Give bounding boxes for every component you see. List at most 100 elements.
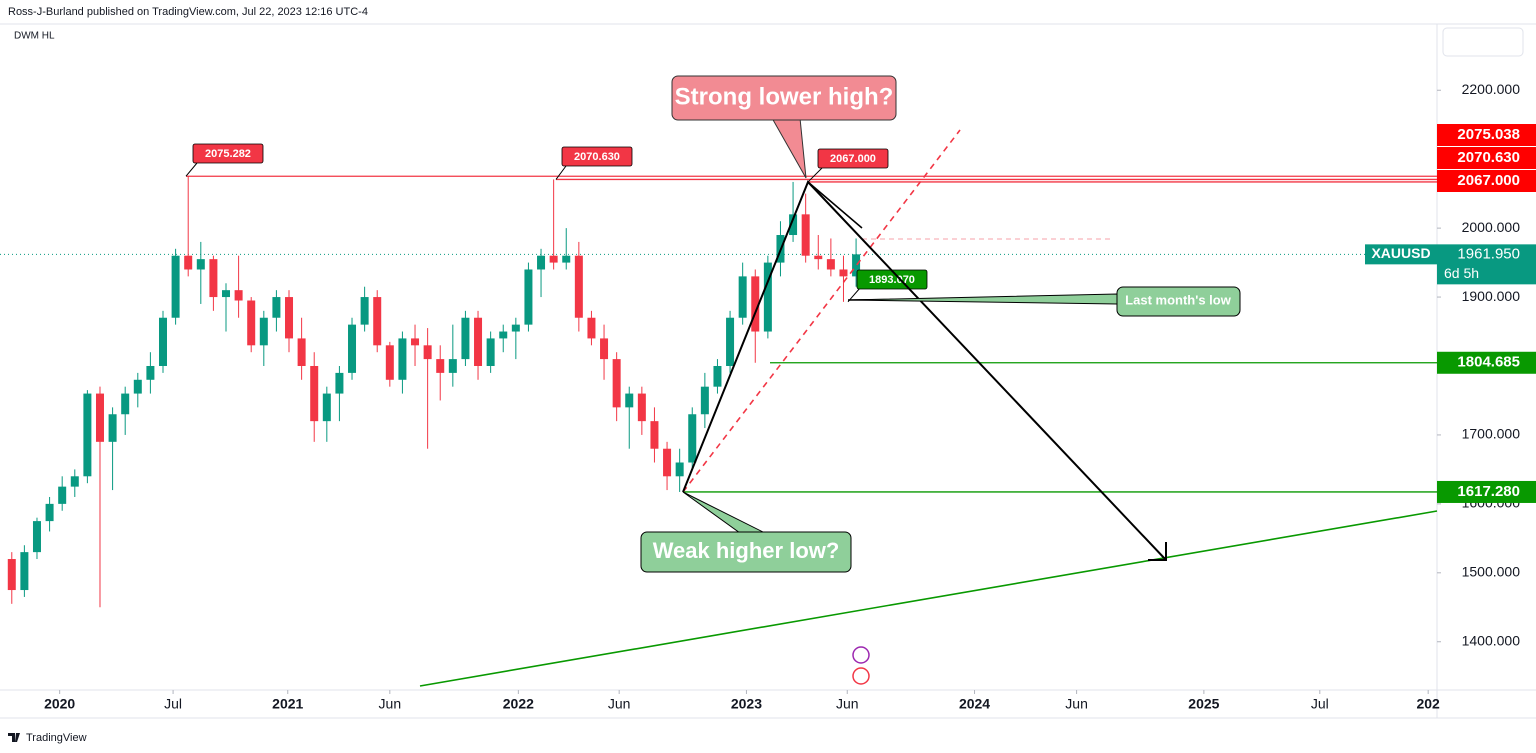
- price-flag: [192, 143, 264, 164]
- candle-body: [700, 386, 709, 415]
- last-price-label: 1961.950: [1457, 245, 1520, 262]
- candle-body: [826, 259, 835, 270]
- candle-body: [688, 414, 697, 463]
- price-flag: [817, 148, 889, 169]
- y-tick-label: 1400.000: [1462, 632, 1521, 648]
- axis-tag: [1437, 351, 1536, 374]
- callout-box: [671, 75, 897, 121]
- axis-tag-label: 2067.000: [1457, 172, 1520, 189]
- axis-tag: [1437, 480, 1536, 503]
- candle-body: [411, 338, 420, 346]
- candle-body: [713, 365, 722, 387]
- candle-body: [751, 276, 760, 332]
- candle-body: [360, 297, 369, 325]
- x-tick-label: 2024: [959, 696, 990, 712]
- candle-body: [272, 297, 281, 318]
- arrow-head: [1148, 542, 1167, 561]
- last-price-tag: [1437, 244, 1536, 285]
- axis: 1400.0001500.0001600.0001700.0001900.000…: [44, 81, 1536, 712]
- candle-body: [423, 345, 432, 360]
- candle-body: [612, 359, 621, 408]
- candle-body: [663, 448, 672, 477]
- price-flag: [561, 146, 633, 167]
- logo-icon: [8, 733, 20, 742]
- price-flag-label: 1893.070: [869, 274, 915, 286]
- flag-pointer: [185, 162, 198, 177]
- candle-body: [763, 262, 772, 332]
- axis-tag-label: 2070.630: [1457, 149, 1520, 166]
- candle-body: [549, 255, 558, 263]
- symbol-label: XAUUSD: [1371, 245, 1430, 261]
- x-tick-label: 2022: [503, 696, 534, 712]
- candle-body: [234, 290, 243, 301]
- candle-body: [499, 331, 508, 339]
- plot: 2075.282 2070.630 2067.000 1893.070: [0, 143, 1437, 608]
- candle-body: [537, 255, 546, 270]
- candle-body: [398, 338, 407, 380]
- candle-body: [511, 324, 520, 332]
- candle-body: [801, 214, 810, 256]
- axis-tag: [1437, 170, 1536, 192]
- candle-body: [146, 365, 155, 380]
- candle-body: [587, 317, 596, 339]
- y-tick-label: 1500.000: [1462, 564, 1521, 580]
- axis-tag-label: 1617.280: [1457, 483, 1520, 500]
- candle-body: [385, 345, 394, 380]
- candle-body: [45, 503, 54, 522]
- candle-body: [196, 259, 205, 270]
- flag-pointer: [807, 167, 823, 183]
- x-tick-label: 2025: [1188, 696, 1219, 712]
- candle-body: [448, 359, 457, 373]
- candle-body: [247, 300, 256, 346]
- symbol-tag: [1365, 244, 1437, 265]
- callout-box: [640, 531, 852, 573]
- axis-tag: [1437, 124, 1536, 146]
- y-tick-label: 1700.000: [1462, 426, 1521, 442]
- candle-body: [562, 255, 571, 263]
- candle-body: [474, 317, 483, 366]
- candle-body: [789, 214, 798, 236]
- x-tick-label: Jul: [1311, 696, 1329, 712]
- axis-tag: [1437, 147, 1536, 169]
- x-tick-label: 2021: [272, 696, 303, 712]
- candle-body: [373, 297, 382, 346]
- event-icon[interactable]: [852, 646, 870, 664]
- trend-dashed: [682, 129, 961, 493]
- candle-body: [7, 559, 16, 591]
- x-tick-label: Jun: [1065, 696, 1088, 712]
- price-flag-label: 2070.630: [574, 151, 620, 163]
- callout-text: Weak higher low?: [653, 538, 840, 563]
- candle-body: [310, 365, 319, 422]
- toolbar-box[interactable]: [1442, 27, 1524, 57]
- candle-body: [58, 486, 67, 504]
- candle-body: [32, 521, 41, 553]
- candle-body: [95, 393, 104, 442]
- trend-support: [419, 510, 1438, 687]
- countdown-label: 6d 5h: [1444, 265, 1479, 281]
- candle-body: [259, 317, 268, 346]
- candle-body: [461, 317, 470, 360]
- indicator-name: DWM HL: [14, 31, 55, 42]
- axis-tag-label: 1804.685: [1457, 354, 1520, 371]
- axis-tag-label: 2075.038: [1457, 126, 1520, 143]
- y-tick-label: 2200.000: [1462, 81, 1521, 97]
- candle-body: [650, 421, 659, 449]
- callout-text: Strong lower high?: [675, 83, 894, 110]
- y-tick-label: 1900.000: [1462, 288, 1521, 304]
- candle-body: [600, 338, 609, 360]
- candle-body: [184, 255, 193, 270]
- candle-body: [436, 359, 445, 373]
- candle-body: [83, 393, 92, 477]
- callout-box: [1116, 286, 1241, 317]
- footer-logo: TradingView: [26, 732, 87, 744]
- publisher: Ross-J-Burland published on TradingView.…: [8, 6, 368, 18]
- candle-body: [285, 297, 294, 339]
- candle-body: [335, 372, 344, 394]
- event-icon[interactable]: [852, 667, 870, 685]
- candle-body: [297, 338, 306, 366]
- candle-body: [322, 393, 331, 422]
- candle-body: [726, 317, 735, 366]
- x-tick-label: Jun: [836, 696, 859, 712]
- candle-body: [70, 476, 79, 487]
